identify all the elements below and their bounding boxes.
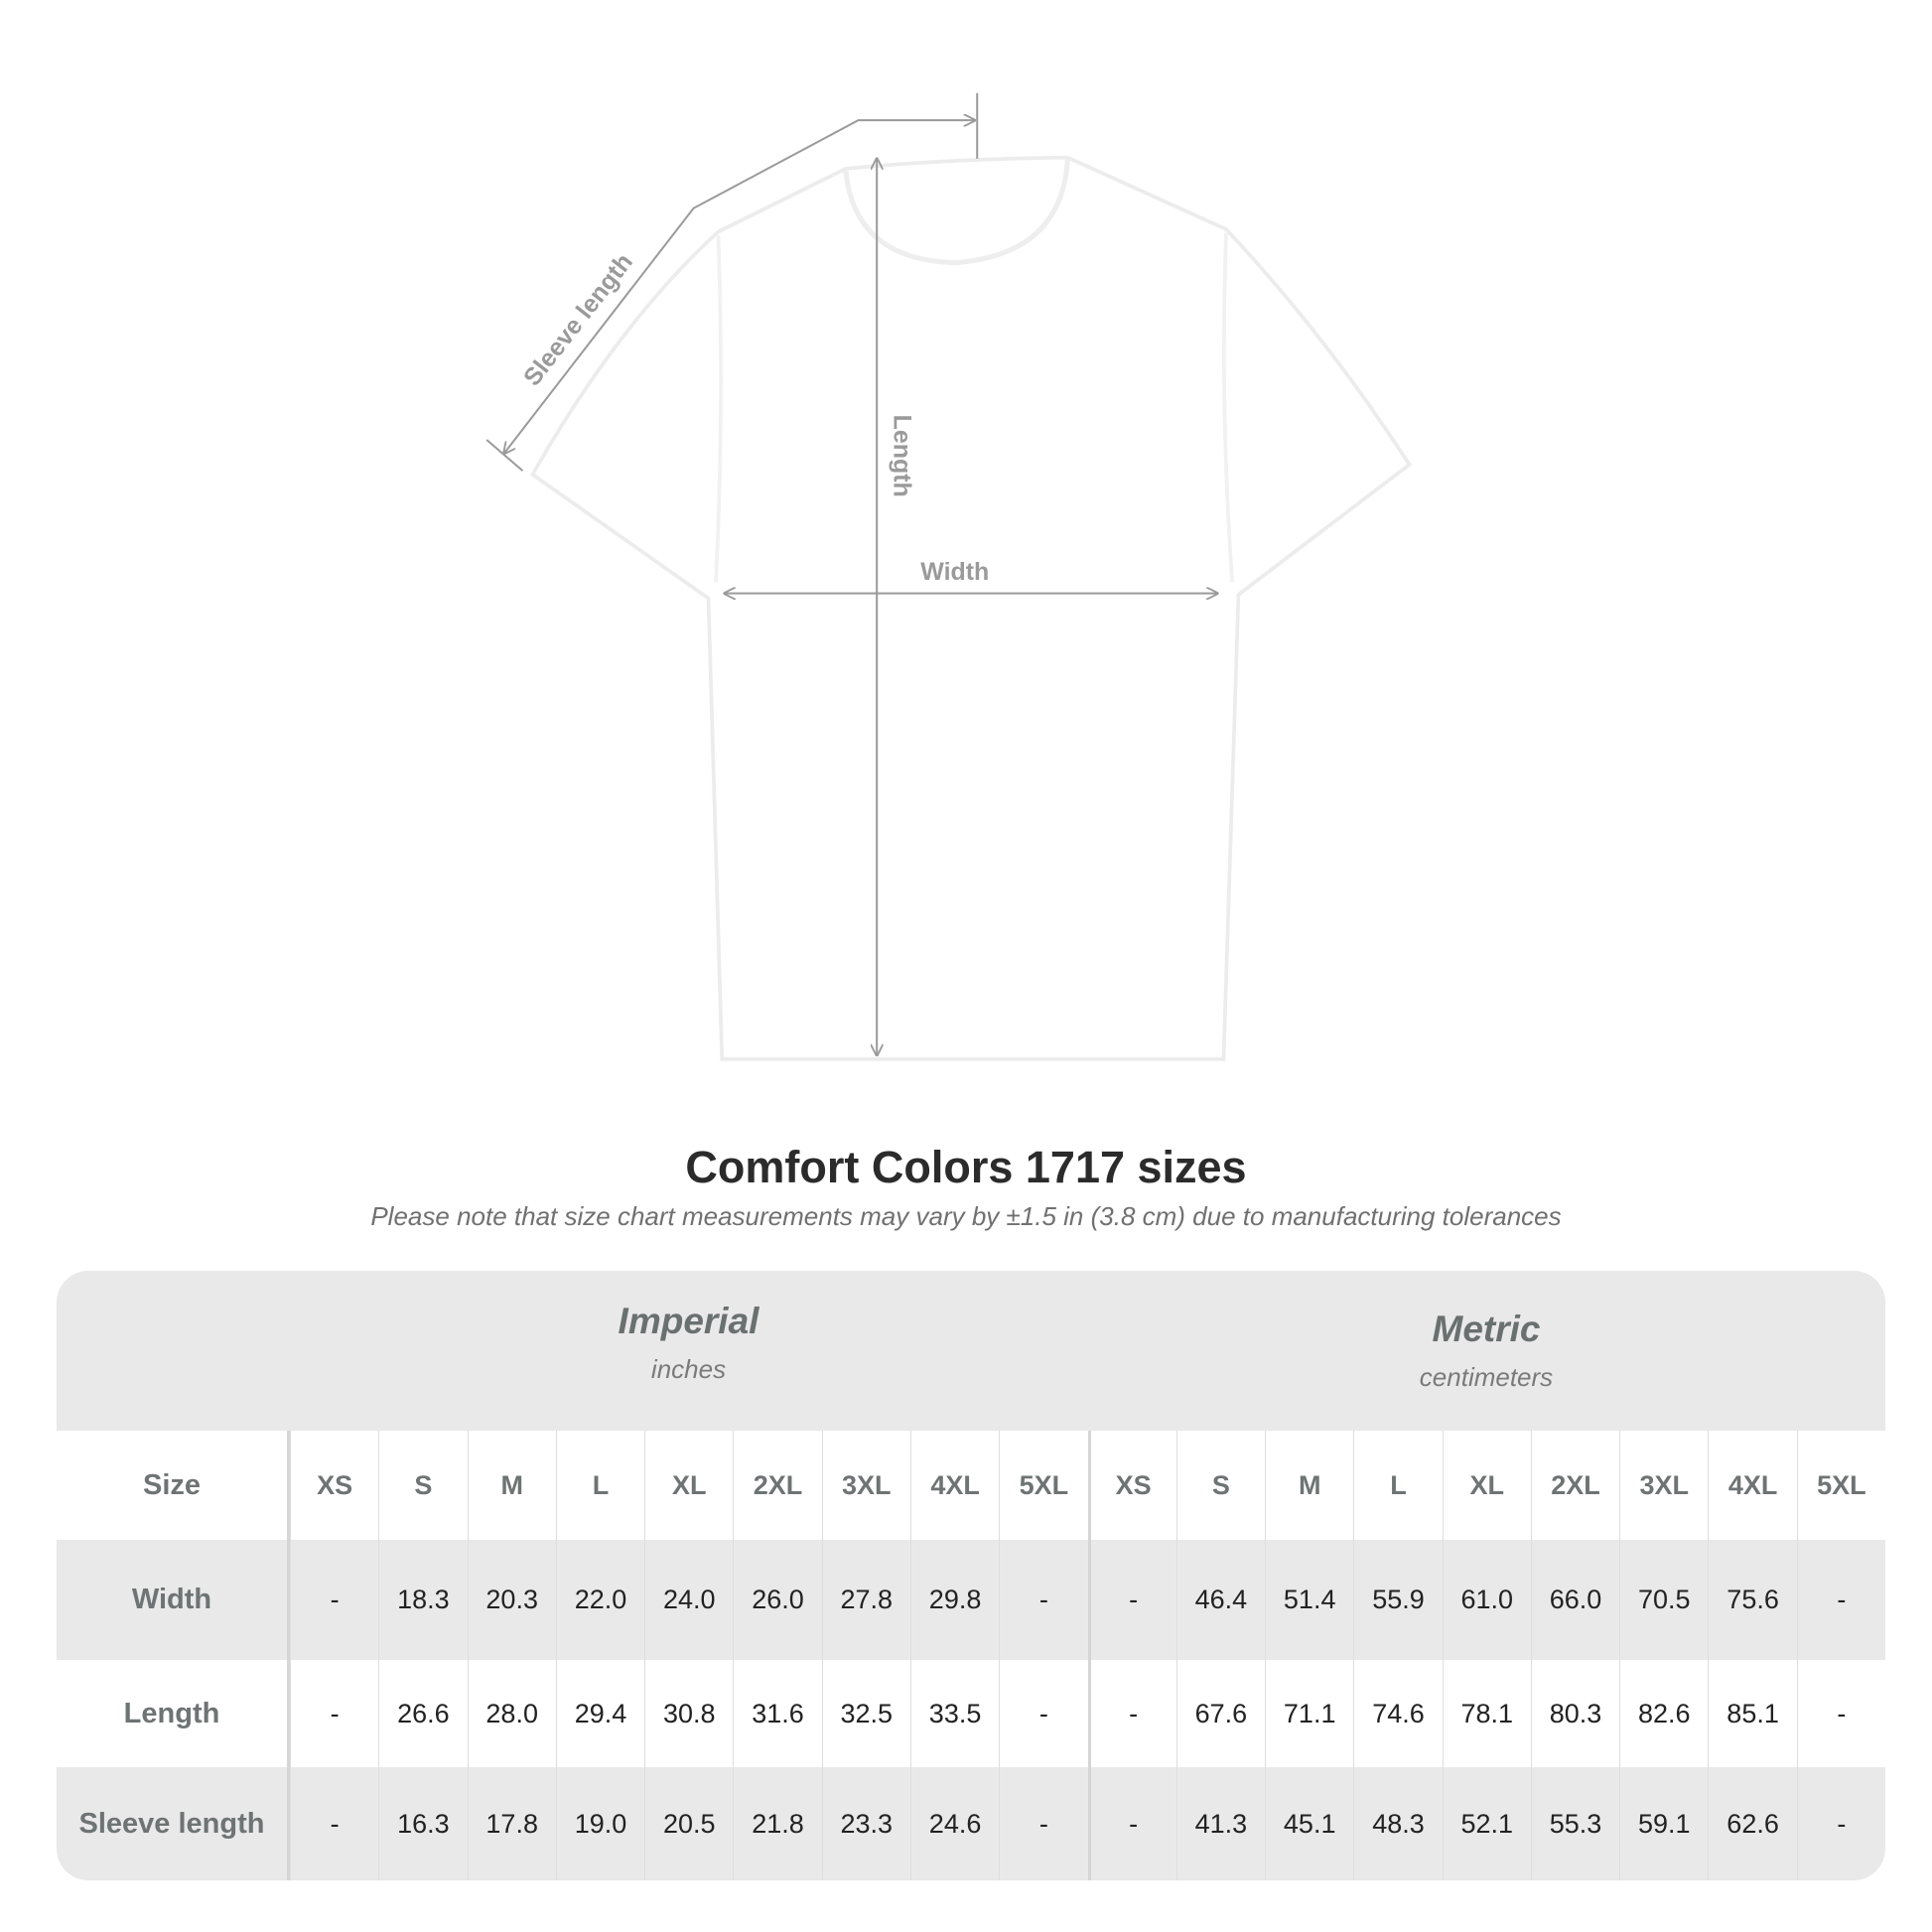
- metric-cell: 71.1: [1265, 1660, 1354, 1767]
- imperial-cell: -: [999, 1540, 1088, 1660]
- system-header-band: Imperial inches Metric centimeters: [57, 1271, 1885, 1431]
- metric-cell: 48.3: [1353, 1767, 1443, 1880]
- imperial-cell: 27.8: [821, 1540, 910, 1660]
- imperial-cell: 17.8: [467, 1767, 556, 1880]
- imperial-header: Imperial inches: [290, 1301, 1087, 1385]
- row-label: Length: [57, 1660, 290, 1767]
- imperial-cell: 30.8: [644, 1660, 734, 1767]
- imperial-cell: 18.3: [378, 1540, 468, 1660]
- imperial-title: Imperial: [618, 1301, 759, 1341]
- sleeve-measure-line: [504, 120, 975, 454]
- imperial-size-header-4xl: 4XL: [909, 1431, 1000, 1540]
- imperial-cell: -: [999, 1660, 1088, 1767]
- metric-cell: 67.6: [1175, 1660, 1266, 1767]
- imperial-size-header-xl: XL: [644, 1431, 734, 1540]
- metric-title: Metric: [1432, 1309, 1541, 1349]
- metric-cell: -: [1796, 1767, 1885, 1880]
- metric-cell: -: [1087, 1767, 1176, 1880]
- metric-cell: -: [1087, 1660, 1176, 1767]
- imperial-size-header-3xl: 3XL: [821, 1431, 910, 1540]
- imperial-cell: 20.3: [467, 1540, 556, 1660]
- metric-cell: -: [1796, 1540, 1885, 1660]
- tshirt-diagram: Sleeve length Length Width: [485, 92, 1413, 1061]
- metric-cell: 45.1: [1265, 1767, 1354, 1880]
- metric-cell: -: [1796, 1660, 1885, 1767]
- page-title: Comfort Colors 1717 sizes: [685, 1142, 1247, 1192]
- metric-size-header-2xl: 2XL: [1530, 1431, 1620, 1540]
- width-label: Width: [920, 558, 989, 586]
- imperial-size-header-2xl: 2XL: [733, 1431, 822, 1540]
- imperial-cell: 28.0: [467, 1660, 556, 1767]
- metric-cell: 78.1: [1442, 1660, 1531, 1767]
- metric-cell: 70.5: [1619, 1540, 1709, 1660]
- imperial-cell: 33.5: [909, 1660, 1000, 1767]
- imperial-unit: inches: [650, 1354, 727, 1384]
- metric-unit: centimeters: [1419, 1362, 1554, 1392]
- metric-cell: 52.1: [1442, 1767, 1531, 1880]
- metric-cell: 66.0: [1530, 1540, 1620, 1660]
- imperial-size-header-l: L: [555, 1431, 645, 1540]
- metric-cell: 75.6: [1708, 1540, 1797, 1660]
- imperial-cell: 32.5: [821, 1660, 910, 1767]
- imperial-cell: 23.3: [821, 1767, 910, 1880]
- size-header-label: Size: [57, 1431, 290, 1540]
- imperial-size-header-xs: XS: [290, 1431, 379, 1540]
- metric-size-header-5xl: 5XL: [1796, 1431, 1885, 1540]
- metric-cell: 74.6: [1353, 1660, 1443, 1767]
- metric-cell: 61.0: [1442, 1540, 1531, 1660]
- imperial-cell: -: [290, 1660, 379, 1767]
- size-table: Imperial inches Metric centimeters Size X…: [57, 1271, 1885, 1880]
- metric-cell: 59.1: [1619, 1767, 1709, 1880]
- imperial-cell: 24.0: [644, 1540, 734, 1660]
- imperial-cell: -: [290, 1767, 379, 1880]
- imperial-cell: -: [290, 1540, 379, 1660]
- size-grid: Size XS S M L XL 2XL 3XL 4XL 5XL XS S M L XL 2XL 3XL 4XL 5…: [57, 1431, 1885, 1880]
- tolerance-note: Please note that size chart measurements…: [370, 1201, 1562, 1231]
- metric-size-header-xl: XL: [1442, 1431, 1531, 1540]
- imperial-cell: 26.0: [733, 1540, 822, 1660]
- metric-cell: 80.3: [1530, 1660, 1620, 1767]
- imperial-cell: 22.0: [555, 1540, 645, 1660]
- metric-size-header-s: S: [1175, 1431, 1266, 1540]
- metric-cell: -: [1087, 1540, 1176, 1660]
- metric-cell: 62.6: [1708, 1767, 1797, 1880]
- imperial-size-header-5xl: 5XL: [999, 1431, 1088, 1540]
- imperial-cell: 24.6: [909, 1767, 1000, 1880]
- metric-cell: 46.4: [1175, 1540, 1266, 1660]
- imperial-cell: -: [999, 1767, 1088, 1880]
- imperial-cell: 31.6: [733, 1660, 822, 1767]
- imperial-size-header-m: M: [467, 1431, 556, 1540]
- imperial-cell: 16.3: [378, 1767, 468, 1880]
- metric-cell: 55.9: [1353, 1540, 1443, 1660]
- imperial-cell: 19.0: [555, 1767, 645, 1880]
- imperial-cell: 20.5: [644, 1767, 734, 1880]
- metric-cell: 82.6: [1619, 1660, 1709, 1767]
- row-label: Width: [57, 1540, 290, 1660]
- length-label: Length: [889, 415, 916, 497]
- metric-cell: 41.3: [1175, 1767, 1266, 1880]
- metric-cell: 55.3: [1530, 1767, 1620, 1880]
- metric-size-header-m: M: [1265, 1431, 1354, 1540]
- imperial-cell: 29.8: [909, 1540, 1000, 1660]
- imperial-size-header-s: S: [378, 1431, 468, 1540]
- metric-size-header-4xl: 4XL: [1708, 1431, 1797, 1540]
- tshirt-shape: [529, 155, 1413, 1061]
- metric-header: Metric centimeters: [1087, 1309, 1885, 1393]
- imperial-cell: 21.8: [733, 1767, 822, 1880]
- imperial-cell: 26.6: [378, 1660, 468, 1767]
- metric-cell: 85.1: [1708, 1660, 1797, 1767]
- imperial-cell: 29.4: [555, 1660, 645, 1767]
- metric-size-header-3xl: 3XL: [1619, 1431, 1709, 1540]
- metric-size-header-xs: XS: [1087, 1431, 1176, 1540]
- metric-cell: 51.4: [1265, 1540, 1354, 1660]
- row-label: Sleeve length: [57, 1767, 290, 1880]
- metric-size-header-l: L: [1353, 1431, 1443, 1540]
